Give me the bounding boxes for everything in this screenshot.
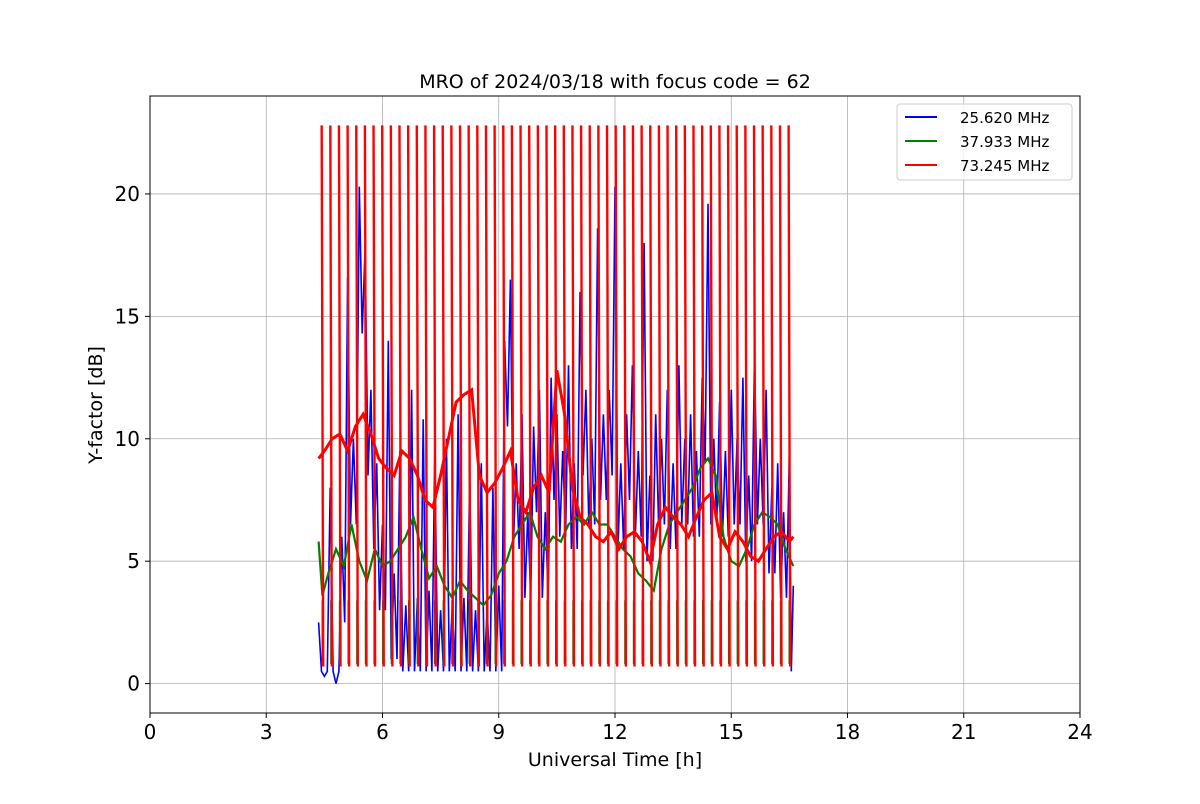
x-tick-label: 18 <box>835 720 860 744</box>
red-spike <box>778 125 783 667</box>
series-layer <box>317 125 795 684</box>
red-spike <box>389 125 394 667</box>
red-spike <box>571 125 576 667</box>
red-spike <box>692 125 697 667</box>
red-spike <box>363 125 368 667</box>
red-spike <box>415 125 420 667</box>
y-tick-label: 15 <box>115 304 140 328</box>
x-tick-label: 3 <box>260 720 273 744</box>
y-tick-label: 5 <box>127 549 140 573</box>
x-axis: 0 3 6 9 12 15 18 21 24 <box>144 713 1093 744</box>
chart-title: MRO of 2024/03/18 with focus code = 62 <box>419 71 811 93</box>
red-spike <box>493 125 498 667</box>
red-spike <box>597 125 602 667</box>
red-spike <box>744 125 749 667</box>
y-tick-label: 20 <box>115 182 140 206</box>
red-spike <box>527 125 532 667</box>
red-spike <box>484 125 489 667</box>
red-spike <box>631 125 636 667</box>
red-spike <box>380 125 385 667</box>
red-spike <box>536 125 541 667</box>
red-spike <box>605 125 610 667</box>
red-spike <box>761 125 766 667</box>
x-tick-label: 0 <box>144 720 157 744</box>
legend-box <box>896 103 1073 181</box>
y-tick-label: 10 <box>115 427 140 451</box>
red-spike <box>709 125 714 667</box>
legend-label-series-3: 73.245 MHz <box>960 157 1049 175</box>
red-spike <box>562 125 567 667</box>
red-spike <box>735 125 740 667</box>
red-spike <box>476 125 481 667</box>
red-spike <box>666 125 671 667</box>
red-spike <box>458 125 463 667</box>
x-tick-label: 24 <box>1067 720 1092 744</box>
red-spike <box>649 125 653 667</box>
red-spike <box>623 125 628 667</box>
x-tick-label: 6 <box>376 720 389 744</box>
red-spike <box>432 125 437 667</box>
red-spike <box>502 125 506 667</box>
red-spike <box>718 125 723 667</box>
red-spike <box>346 125 351 667</box>
red-spike <box>726 125 731 667</box>
red-spike <box>329 125 334 667</box>
red-spike <box>355 125 360 667</box>
red-spike <box>700 125 705 667</box>
red-spike <box>588 125 593 667</box>
red-spike <box>510 125 515 667</box>
legend: 25.620 MHz 37.933 MHz 73.245 MHz <box>896 103 1073 181</box>
y-axis: 0 5 10 15 20 <box>115 182 150 696</box>
red-spike <box>579 125 584 667</box>
legend-label-series-1: 25.620 MHz <box>960 109 1049 127</box>
red-spike <box>683 125 688 667</box>
red-spike <box>398 125 403 667</box>
x-axis-label: Universal Time [h] <box>528 749 702 771</box>
red-spike <box>441 125 446 667</box>
red-spike <box>787 125 792 667</box>
y-axis-label: Y-factor [dB] <box>85 346 107 465</box>
red-spike <box>657 125 662 667</box>
y-tick-label: 0 <box>127 672 140 696</box>
red-spike <box>450 125 455 667</box>
red-spike <box>674 125 679 667</box>
red-spike <box>519 125 524 667</box>
red-spike <box>320 125 325 667</box>
red-spike <box>545 125 550 667</box>
x-tick-label: 15 <box>719 720 744 744</box>
x-tick-label: 21 <box>951 720 976 744</box>
red-spike <box>614 125 619 667</box>
red-spike <box>424 125 429 667</box>
red-spike <box>337 125 342 667</box>
legend-label-series-2: 37.933 MHz <box>960 133 1049 151</box>
red-spike <box>372 125 377 667</box>
red-spike <box>467 125 472 667</box>
x-tick-label: 12 <box>602 720 627 744</box>
red-spike <box>640 125 645 667</box>
red-spike <box>752 125 757 667</box>
x-tick-label: 9 <box>492 720 505 744</box>
red-spike <box>770 125 775 667</box>
red-spike <box>406 125 411 667</box>
red-spike <box>553 125 558 667</box>
